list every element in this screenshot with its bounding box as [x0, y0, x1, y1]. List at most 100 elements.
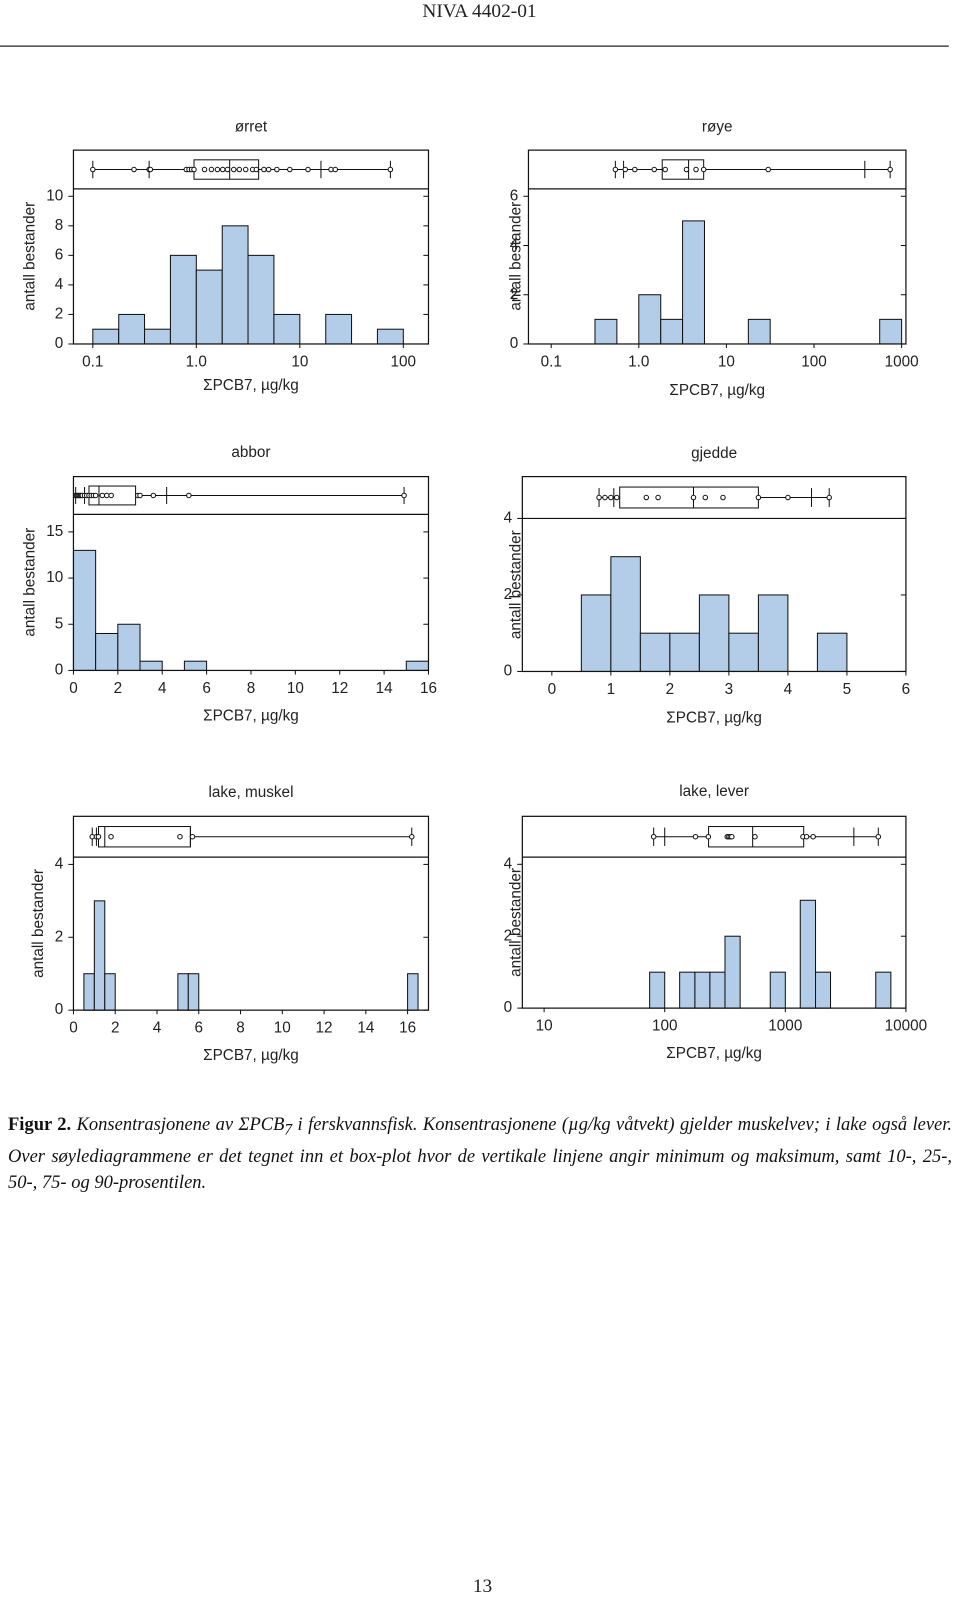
- data-point: [236, 166, 243, 173]
- y-axis-label: antall bestander: [30, 869, 47, 978]
- plot-frame: [527, 149, 907, 345]
- histogram-bar: [879, 318, 903, 345]
- histogram-bar: [660, 318, 684, 345]
- y-axis-label: antall bestander: [22, 202, 39, 311]
- y-axis-label: antall bestander: [507, 868, 524, 977]
- histogram-bar: [117, 623, 141, 671]
- data-point: [131, 166, 137, 173]
- caption-label: Figur 2.: [8, 1115, 72, 1135]
- y-tick-label: 2: [504, 927, 513, 944]
- caption: Figur 2. Konsentrasjonene av ΣPCB7 i fer…: [8, 1112, 952, 1196]
- histogram-bar: [799, 899, 817, 1009]
- x-tick-label: 4: [153, 1020, 162, 1037]
- histogram-bar: [757, 594, 789, 672]
- x-tick-label: 6: [902, 681, 911, 698]
- histogram-bar: [815, 971, 832, 1009]
- data-point: [191, 166, 197, 173]
- histogram-bar: [594, 318, 618, 345]
- data-point: [602, 494, 608, 501]
- data-point: [683, 166, 690, 173]
- y-tick-label: 0: [55, 661, 64, 678]
- histogram-bar: [580, 594, 612, 672]
- data-point: [90, 166, 96, 173]
- data-point: [208, 166, 215, 173]
- x-tick-label: 10000: [885, 1018, 928, 1035]
- histogram-bar: [93, 900, 106, 1011]
- histogram-bar: [724, 935, 741, 1009]
- x-tick-label: 4: [158, 680, 167, 697]
- data-point: [265, 166, 272, 173]
- y-tick-label: 4: [504, 855, 513, 872]
- x-tick-label: 5: [843, 681, 852, 698]
- data-point: [702, 494, 709, 501]
- x-tick-label: 100: [801, 353, 827, 370]
- histogram-bar: [709, 971, 726, 1009]
- box: [619, 486, 759, 509]
- histogram-bar: [682, 220, 705, 345]
- y-tick-label: 2: [55, 305, 64, 322]
- y-tick-label: 4: [55, 855, 64, 872]
- chart-title: abbor: [231, 444, 270, 461]
- data-point: [690, 494, 697, 501]
- x-tick-label: 0.1: [82, 353, 103, 370]
- header-title: NIVA 4402-01: [422, 1, 536, 22]
- chart-title: røye: [702, 119, 733, 136]
- data-point: [826, 494, 832, 501]
- data-point: [242, 166, 249, 173]
- x-tick-label: 8: [247, 680, 256, 697]
- x-tick-label: 0: [69, 1020, 78, 1037]
- y-tick-label: 2: [504, 586, 513, 603]
- histogram-bar: [747, 318, 771, 345]
- y-tick-label: 5: [55, 615, 64, 632]
- x-axis-label: ΣPCB7, µg/kg: [669, 382, 765, 399]
- y-tick-label: 0: [55, 1001, 64, 1018]
- data-point: [810, 833, 816, 840]
- y-tick-label: 0: [504, 999, 513, 1016]
- chart-title: gjedde: [691, 445, 737, 462]
- x-tick-label: 16: [420, 680, 437, 697]
- data-point: [651, 166, 657, 173]
- x-tick-label: 14: [376, 680, 394, 697]
- data-point: [614, 494, 620, 501]
- data-point: [95, 833, 102, 840]
- histogram-bar: [649, 971, 666, 1009]
- plot-frame: [72, 149, 430, 345]
- histogram-bar: [95, 632, 119, 671]
- histogram-bar: [875, 971, 892, 1009]
- data-point: [729, 833, 735, 840]
- histogram-bar: [177, 973, 189, 1011]
- y-tick-label: 4: [510, 237, 519, 254]
- data-point: [662, 166, 668, 173]
- data-point: [752, 833, 758, 840]
- x-tick-label: 1: [607, 681, 616, 698]
- data-point: [92, 492, 99, 499]
- data-point: [332, 166, 339, 173]
- histogram-bar: [195, 269, 223, 345]
- y-tick-label: 4: [55, 276, 64, 293]
- y-tick-label: 2: [510, 286, 519, 303]
- histogram-bar: [698, 594, 730, 672]
- x-axis-label: ΣPCB7, µg/kg: [203, 1047, 299, 1064]
- x-tick-label: 10: [287, 680, 304, 697]
- x-tick-label: 4: [784, 681, 793, 698]
- data-point: [765, 166, 771, 173]
- data-point: [224, 166, 231, 173]
- x-tick-label: 10: [274, 1020, 291, 1037]
- data-point: [803, 833, 810, 840]
- histogram-bar: [92, 328, 120, 345]
- y-tick-label: 0: [55, 335, 64, 352]
- histogram-bar: [405, 660, 429, 671]
- histogram-bar: [407, 973, 419, 1011]
- data-point: [622, 166, 628, 173]
- x-axis-label: ΣPCB7, µg/kg: [203, 707, 299, 724]
- histogram-bar: [816, 632, 848, 672]
- y-tick-label: 2: [55, 928, 64, 945]
- plot-frame: [521, 815, 907, 1009]
- histogram-bar: [694, 971, 711, 1009]
- histogram-bar: [769, 971, 786, 1009]
- y-tick-label: 6: [510, 187, 519, 204]
- histogram-bar: [679, 971, 696, 1009]
- x-tick-label: 10: [718, 353, 735, 370]
- x-tick-label: 14: [357, 1020, 375, 1037]
- data-point: [705, 833, 712, 840]
